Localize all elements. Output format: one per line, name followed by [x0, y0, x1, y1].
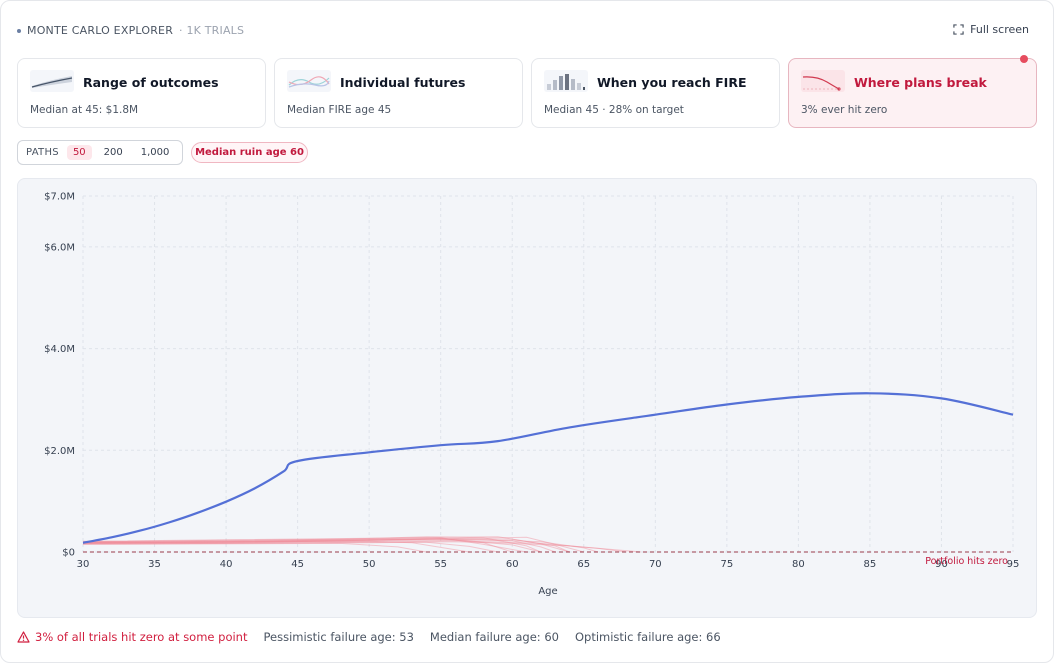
ruin-path: [82, 542, 427, 553]
ruin-path: [82, 538, 570, 553]
median-failure-age: Median failure age: 60: [429, 630, 559, 644]
ruin-path: [82, 538, 556, 553]
card-title: Individual futures: [340, 75, 466, 90]
x-tick-label: 45: [291, 559, 304, 570]
optimistic-failure-age: Optimistic failure age: 66: [574, 630, 721, 644]
ruin-path: [82, 539, 599, 553]
ruin-path: [82, 537, 541, 553]
x-tick-label: 60: [506, 559, 519, 570]
x-tick-label: 35: [148, 559, 161, 570]
paths-option-1000[interactable]: 1,000: [140, 147, 170, 158]
x-tick-label: 85: [864, 559, 877, 570]
pessimistic-failure-age: Pessimistic failure age: 53: [263, 630, 414, 644]
zero-line-label: Portfolio hits zero: [925, 556, 1008, 567]
brand: MONTE CARLO EXPLORER · 1K TRIALS: [17, 24, 244, 37]
paths-label: PATHS: [26, 147, 59, 158]
card-title: When you reach FIRE: [597, 75, 747, 90]
card-subtitle: Median 45 · 28% on target: [544, 104, 684, 116]
ruin-path: [82, 538, 513, 553]
active-indicator-dot: [1020, 55, 1028, 63]
ruin-path: [82, 541, 642, 553]
futures-thumbnail-icon: [287, 70, 331, 92]
failure-summary: 3% of all trials hit zero at some point …: [17, 629, 1037, 645]
y-tick-label: $0: [62, 548, 75, 559]
histogram-thumbnail-icon: [544, 70, 588, 92]
x-tick-label: 55: [434, 559, 447, 570]
card-when-you-reach-fire[interactable]: When you reach FIRE Median 45 · 28% on t…: [531, 58, 780, 128]
x-axis-label: Age: [538, 586, 557, 597]
ruin-path: [82, 540, 627, 553]
x-tick-label: 65: [577, 559, 590, 570]
app-title: MONTE CARLO EXPLORER: [27, 24, 174, 37]
ruin-chart: $0 $2.0M $4.0M $6.0M $7.0M 30 35 40 45 50 55 60 65 70…: [44, 192, 1020, 598]
card-title: Range of outcomes: [83, 75, 219, 90]
breakdown-thumbnail-icon: [801, 70, 845, 92]
card-where-plans-break[interactable]: Where plans break 3% ever hit zero: [788, 55, 1037, 128]
ruin-path: [82, 541, 498, 553]
card-title: Where plans break: [854, 75, 987, 90]
range-thumbnail-icon: [30, 70, 74, 92]
paths-option-50[interactable]: 50: [66, 145, 92, 160]
y-tick-label: $7.0M: [44, 192, 75, 203]
fullscreen-button[interactable]: Full screen: [953, 23, 1029, 36]
median-ruin-badge: Median ruin age 60: [191, 142, 308, 163]
warning-message: 3% of all trials hit zero at some point: [17, 630, 247, 644]
paths-selector: PATHS 50 200 1,000: [17, 140, 183, 165]
x-tick-label: 90: [935, 559, 948, 570]
card-subtitle: 3% ever hit zero: [801, 104, 888, 116]
y-tick-label: $2.0M: [44, 446, 75, 457]
ruin-path: [82, 536, 541, 553]
y-tick-label: $6.0M: [44, 242, 75, 253]
chart-panel: $0 $2.0M $4.0M $6.0M $7.0M 30 35 40 45 50 55 60 65 70…: [17, 178, 1037, 618]
card-range-of-outcomes[interactable]: Range of outcomes Median at 45: $1.8M: [17, 58, 266, 128]
card-subtitle: Median FIRE age 45: [287, 104, 392, 116]
x-tick-label: 95: [1007, 559, 1020, 570]
fullscreen-label: Full screen: [970, 23, 1029, 36]
paths-option-200[interactable]: 200: [103, 147, 123, 158]
y-tick-label: $4.0M: [44, 344, 75, 355]
warning-icon: [17, 631, 30, 643]
card-subtitle: Median at 45: $1.8M: [30, 104, 139, 116]
x-tick-label: 50: [363, 559, 376, 570]
card-individual-futures[interactable]: Individual futures Median FIRE age 45: [274, 58, 523, 128]
brand-dot-icon: [17, 28, 21, 33]
median-line: [82, 392, 1014, 544]
trials-count: · 1K TRIALS: [179, 24, 245, 37]
ruin-path: [82, 540, 470, 553]
x-tick-label: 40: [220, 559, 233, 570]
x-tick-label: 30: [77, 559, 90, 570]
x-tick-label: 70: [649, 559, 662, 570]
ruin-path: [82, 537, 527, 553]
ruin-path: [82, 536, 584, 553]
warning-text: 3% of all trials hit zero at some point: [35, 630, 248, 644]
ruin-path: [82, 536, 570, 553]
x-tick-label: 75: [720, 559, 733, 570]
x-tick-label: 80: [792, 559, 805, 570]
expand-icon: [953, 24, 964, 35]
panel-header: MONTE CARLO EXPLORER · 1K TRIALS Full sc…: [17, 22, 1037, 40]
